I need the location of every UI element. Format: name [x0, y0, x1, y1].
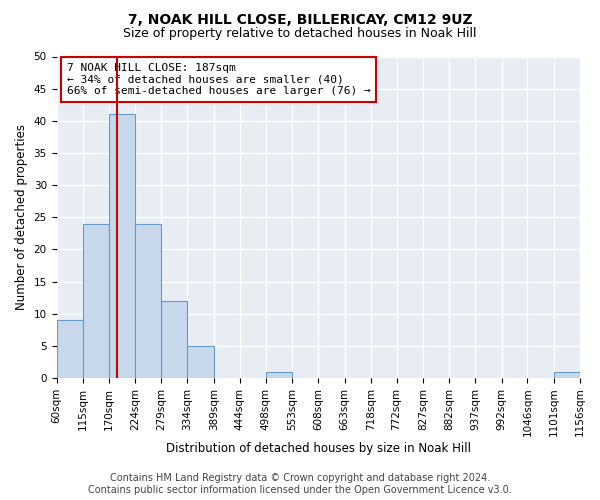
Bar — [554, 372, 580, 378]
Text: Size of property relative to detached houses in Noak Hill: Size of property relative to detached ho… — [123, 28, 477, 40]
Bar — [187, 346, 214, 378]
Bar — [135, 224, 161, 378]
Text: 7, NOAK HILL CLOSE, BILLERICAY, CM12 9UZ: 7, NOAK HILL CLOSE, BILLERICAY, CM12 9UZ — [128, 12, 472, 26]
Bar — [109, 114, 136, 378]
Bar — [83, 224, 109, 378]
Text: 7 NOAK HILL CLOSE: 187sqm
← 34% of detached houses are smaller (40)
66% of semi-: 7 NOAK HILL CLOSE: 187sqm ← 34% of detac… — [67, 63, 371, 96]
X-axis label: Distribution of detached houses by size in Noak Hill: Distribution of detached houses by size … — [166, 442, 471, 455]
Text: Contains HM Land Registry data © Crown copyright and database right 2024.
Contai: Contains HM Land Registry data © Crown c… — [88, 474, 512, 495]
Bar — [266, 372, 292, 378]
Bar — [161, 301, 187, 378]
Bar — [56, 320, 83, 378]
Y-axis label: Number of detached properties: Number of detached properties — [15, 124, 28, 310]
